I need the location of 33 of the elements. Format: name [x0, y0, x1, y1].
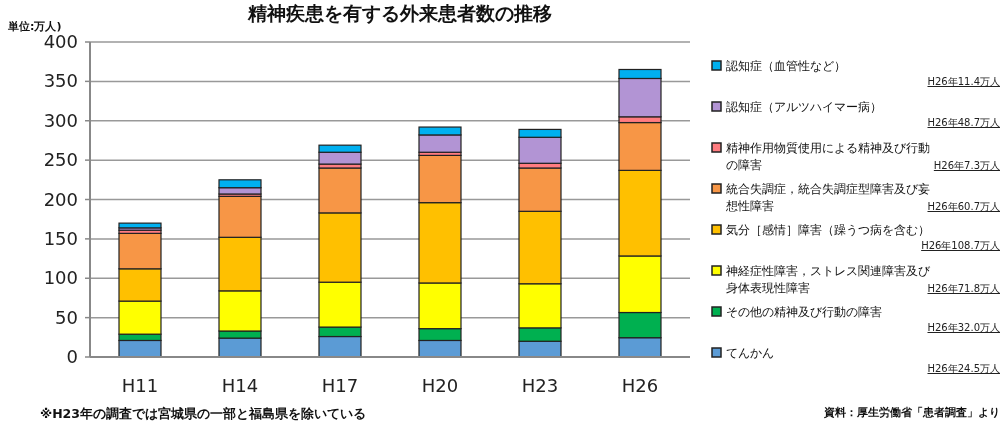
text: H26年7.3万人: [933, 160, 1000, 171]
text: H26年11.4万人: [927, 76, 1000, 87]
x-tick-label: H11: [121, 375, 159, 396]
x-tick-label: H26: [621, 375, 659, 396]
x-tick-label: H17: [321, 375, 359, 396]
y-tick-label: 50: [55, 306, 78, 328]
y-tick-label: 0: [66, 346, 78, 367]
text: 資料：厚生労働省「患者調査」より: [823, 406, 1000, 419]
text: H26年32.0万人: [927, 322, 1000, 333]
legend-label: 気分［感情］障害（躁うつ病を含む）: [726, 223, 930, 237]
y-tick-label: 150: [43, 227, 78, 249]
x-tick-label: H23: [521, 375, 559, 396]
legend-label: その他の精神及び行動の障害: [726, 305, 882, 319]
legend-label: てんかん: [726, 346, 774, 360]
y-tick-label: 400: [43, 31, 78, 52]
legend-label: 精神作用物質使用による精神及び行動の障害: [726, 141, 930, 172]
bar: [118, 222, 162, 229]
text: ※H23年の調査では宮城県の一部と福島県を除いている: [40, 406, 367, 421]
legend-label: 認知症（アルツハイマー病）: [726, 100, 882, 114]
y-tick-label: 300: [43, 109, 78, 131]
text: H26年71.8万人: [927, 283, 1000, 294]
y-tick-label: 350: [43, 70, 78, 92]
text: H26年48.7万人: [927, 117, 1000, 128]
y-axis-title: 単位:万人): [7, 20, 62, 33]
y-tick-label: 100: [43, 267, 78, 289]
text: H26年108.7万人: [921, 240, 1000, 251]
x-tick-label: H14: [221, 375, 259, 396]
x-tick-label: H20: [421, 375, 459, 396]
chart-title: 精神疾患を有する外来患者数の推移: [247, 2, 552, 24]
text: H26年24.5万人: [927, 363, 1000, 374]
legend-label: 認知症（血管性など）: [726, 59, 846, 73]
y-tick-label: 250: [43, 149, 78, 171]
y-tick-label: 200: [43, 188, 78, 210]
